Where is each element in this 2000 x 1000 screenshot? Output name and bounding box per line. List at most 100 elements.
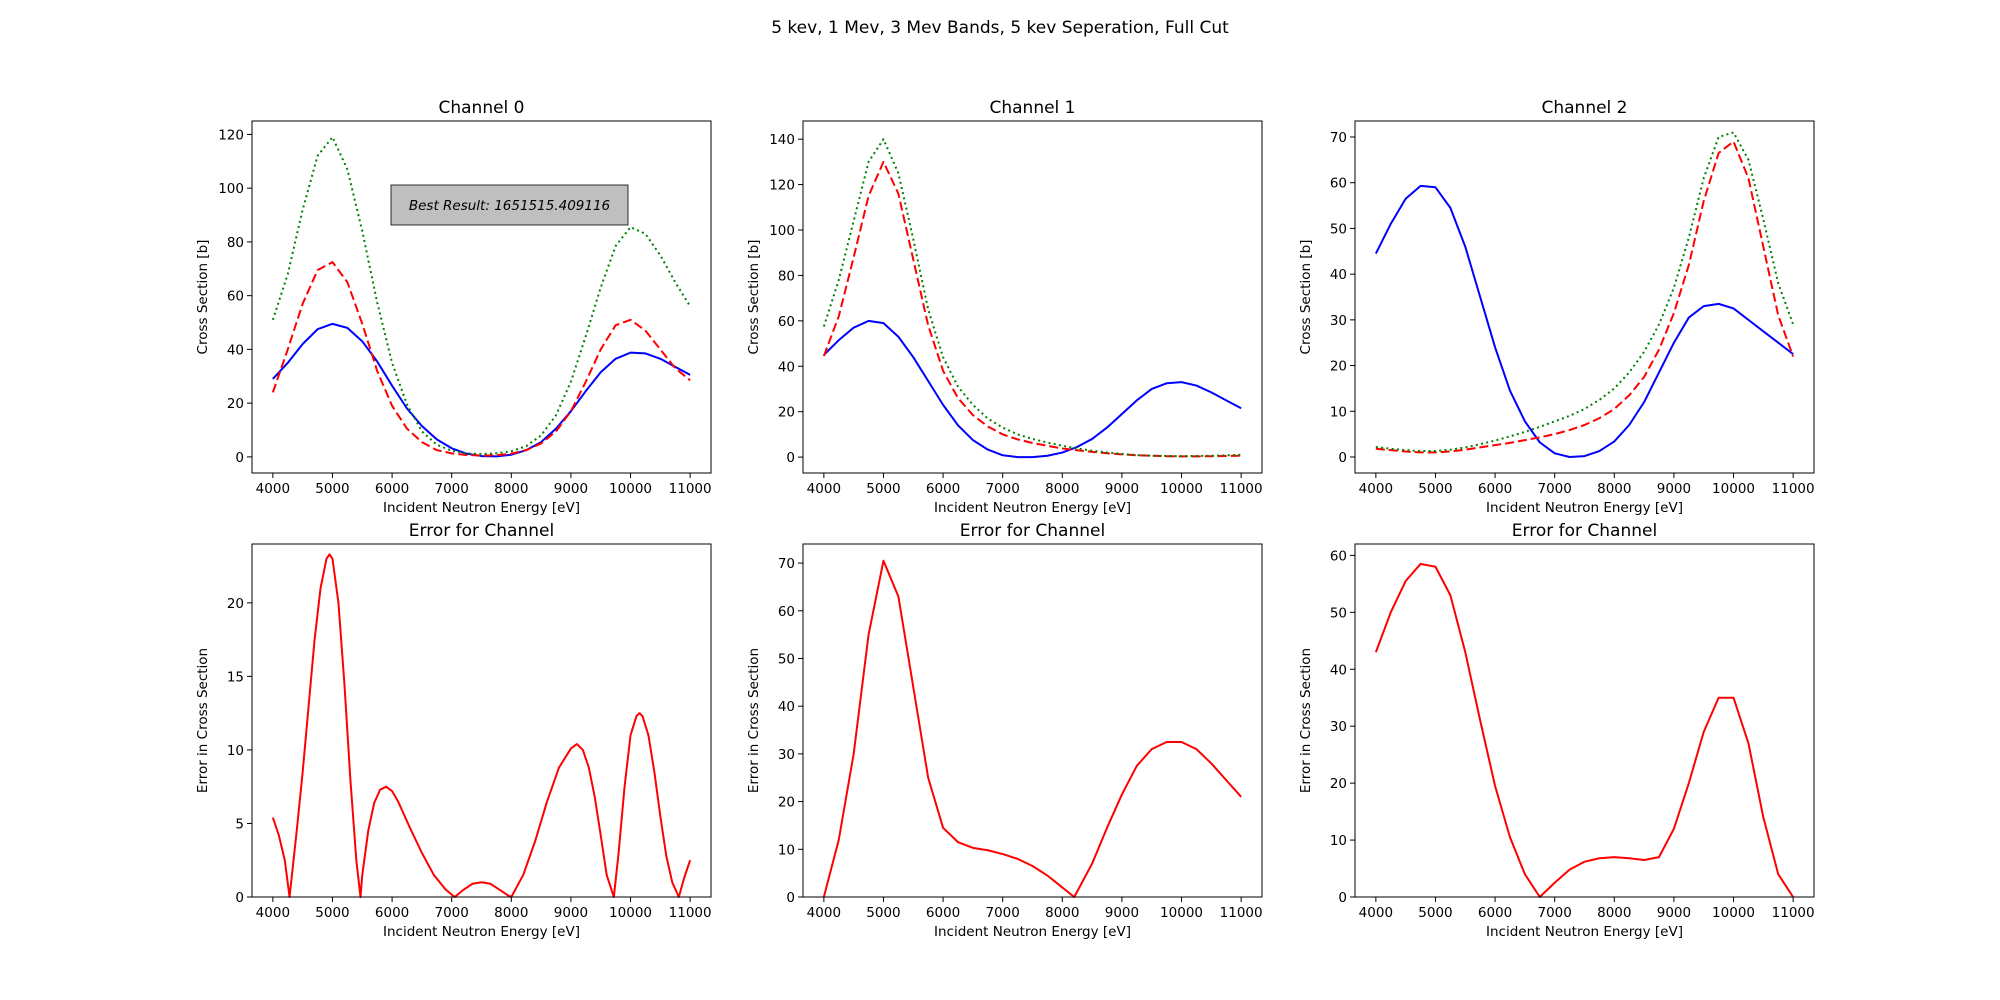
y-tick-label: 70 [1330, 130, 1347, 146]
y-tick-label: 60 [778, 604, 795, 620]
y-tick-label: 20 [1330, 359, 1347, 375]
y-tick-label: 0 [786, 450, 795, 466]
x-tick-label: 11000 [669, 905, 712, 921]
x-tick-label: 8000 [1045, 905, 1079, 921]
x-tick-label: 5000 [1418, 905, 1452, 921]
x-tick-label: 6000 [375, 481, 409, 497]
y-tick-label: 50 [778, 651, 795, 667]
chart-channel-2: Channel 2 4000 5000 6000 7000 8000 9000 10000 11… [1298, 98, 1815, 516]
y-tick-label: 30 [1330, 719, 1347, 735]
plot-frame [802, 543, 1263, 898]
x-tick-label: 8000 [1597, 481, 1631, 497]
x-tick-label: 6000 [926, 905, 960, 921]
x-tick-label: 9000 [554, 481, 588, 497]
error-line [271, 553, 692, 898]
x-tick-label: 9000 [554, 905, 588, 921]
plot-frame [802, 120, 1263, 474]
y-tick-label: 10 [1330, 404, 1347, 420]
figure-suptitle: 5 kev, 1 Mev, 3 Mev Bands, 5 kev Seperat… [771, 18, 1229, 38]
plot-title: Error for Channel [960, 521, 1105, 541]
y-tick-label: 60 [1330, 548, 1347, 564]
y-tick-label: 20 [778, 405, 795, 421]
y-tick-label: 5 [235, 816, 244, 832]
y-tick-label: 80 [227, 235, 244, 251]
y-tick-label: 80 [778, 268, 795, 284]
x-tick-label: 7000 [986, 905, 1020, 921]
x-tick-label: 9000 [1657, 905, 1691, 921]
y-axis-label: Error in Cross Section [195, 648, 211, 793]
x-tick-label: 10000 [609, 481, 652, 497]
plot-frame [251, 543, 712, 898]
plot-frame [1354, 120, 1815, 474]
y-tick-label: 30 [1330, 313, 1347, 329]
x-tick-label: 9000 [1105, 481, 1139, 497]
x-tick-label: 5000 [866, 481, 900, 497]
x-tick-label: 11000 [1772, 905, 1815, 921]
y-tick-label: 40 [778, 359, 795, 375]
y-tick-label: 30 [778, 747, 795, 763]
error-line [822, 559, 1242, 898]
y-tick-label: 50 [1330, 221, 1347, 237]
x-axis-label: Incident Neutron Energy [eV] [934, 924, 1131, 940]
x-tick-label: 10000 [609, 905, 652, 921]
x-axis-label: Incident Neutron Energy [eV] [934, 500, 1131, 516]
y-axis-label: Cross Section [b] [1298, 240, 1314, 355]
chart-channel-0: Channel 0 4000 5000 6000 7000 8000 9000 10000 11… [195, 98, 712, 516]
series-line-dashed [822, 160, 1242, 458]
series-line-dotted [271, 136, 691, 455]
y-tick-label: 50 [1330, 605, 1347, 621]
x-tick-label: 6000 [1478, 905, 1512, 921]
x-axis-label: Incident Neutron Energy [eV] [383, 500, 580, 516]
x-tick-label: 9000 [1657, 481, 1691, 497]
plot-title: Error for Channel [1512, 521, 1657, 541]
y-tick-label: 20 [1330, 776, 1347, 792]
series-line-dashed [1375, 140, 1795, 454]
y-axis-label: Error in Cross Section [1298, 648, 1314, 793]
x-tick-label: 11000 [669, 481, 712, 497]
y-tick-label: 60 [1330, 176, 1347, 192]
x-tick-label: 10000 [1712, 905, 1755, 921]
x-tick-label: 8000 [494, 905, 528, 921]
plot-title: Error for Channel [409, 521, 554, 541]
y-axis-label: Cross Section [b] [746, 240, 762, 355]
annotation-box: Best Result: 1651515.409116 [390, 184, 629, 226]
annotation-background [390, 184, 629, 226]
chart-error-channel-1: Error for Channel 4000 5000 6000 7000 8000 900… [746, 521, 1263, 940]
y-tick-label: 60 [778, 314, 795, 330]
x-tick-label: 6000 [926, 481, 960, 497]
chart-error-channel-0: Error for Channel 4000 5000 6000 7000 8000 900… [195, 521, 712, 940]
y-tick-label: 10 [1330, 833, 1347, 849]
annotation-text: Best Result: 1651515.409116 [409, 198, 610, 214]
y-tick-label: 120 [218, 127, 244, 143]
x-tick-label: 4000 [1359, 905, 1393, 921]
y-tick-label: 0 [786, 890, 795, 906]
x-axis-label: Incident Neutron Energy [eV] [1486, 924, 1683, 940]
x-tick-label: 4000 [807, 905, 841, 921]
y-tick-label: 120 [769, 178, 795, 194]
x-tick-label: 7000 [435, 481, 469, 497]
x-tick-label: 7000 [435, 905, 469, 921]
y-axis-label: Cross Section [b] [195, 240, 211, 355]
series-line-dotted [822, 138, 1242, 458]
x-tick-label: 4000 [807, 481, 841, 497]
series-line-solid [823, 319, 1242, 459]
x-tick-label: 11000 [1772, 481, 1815, 497]
x-axis-label: Incident Neutron Energy [eV] [1486, 500, 1683, 516]
x-tick-label: 7000 [1538, 481, 1572, 497]
x-tick-label: 7000 [1538, 905, 1572, 921]
y-tick-label: 70 [778, 556, 795, 572]
y-tick-label: 0 [1338, 450, 1347, 466]
x-tick-label: 11000 [1220, 481, 1263, 497]
y-tick-label: 10 [227, 743, 244, 759]
y-tick-label: 20 [778, 795, 795, 811]
y-tick-label: 40 [1330, 662, 1347, 678]
x-tick-label: 5000 [315, 481, 349, 497]
y-tick-label: 40 [1330, 267, 1347, 283]
plot-frame [251, 120, 712, 474]
x-tick-label: 10000 [1160, 905, 1203, 921]
y-tick-label: 20 [227, 396, 244, 412]
x-tick-label: 4000 [256, 481, 290, 497]
y-tick-label: 20 [227, 596, 244, 612]
series-line-solid [1374, 184, 1794, 458]
